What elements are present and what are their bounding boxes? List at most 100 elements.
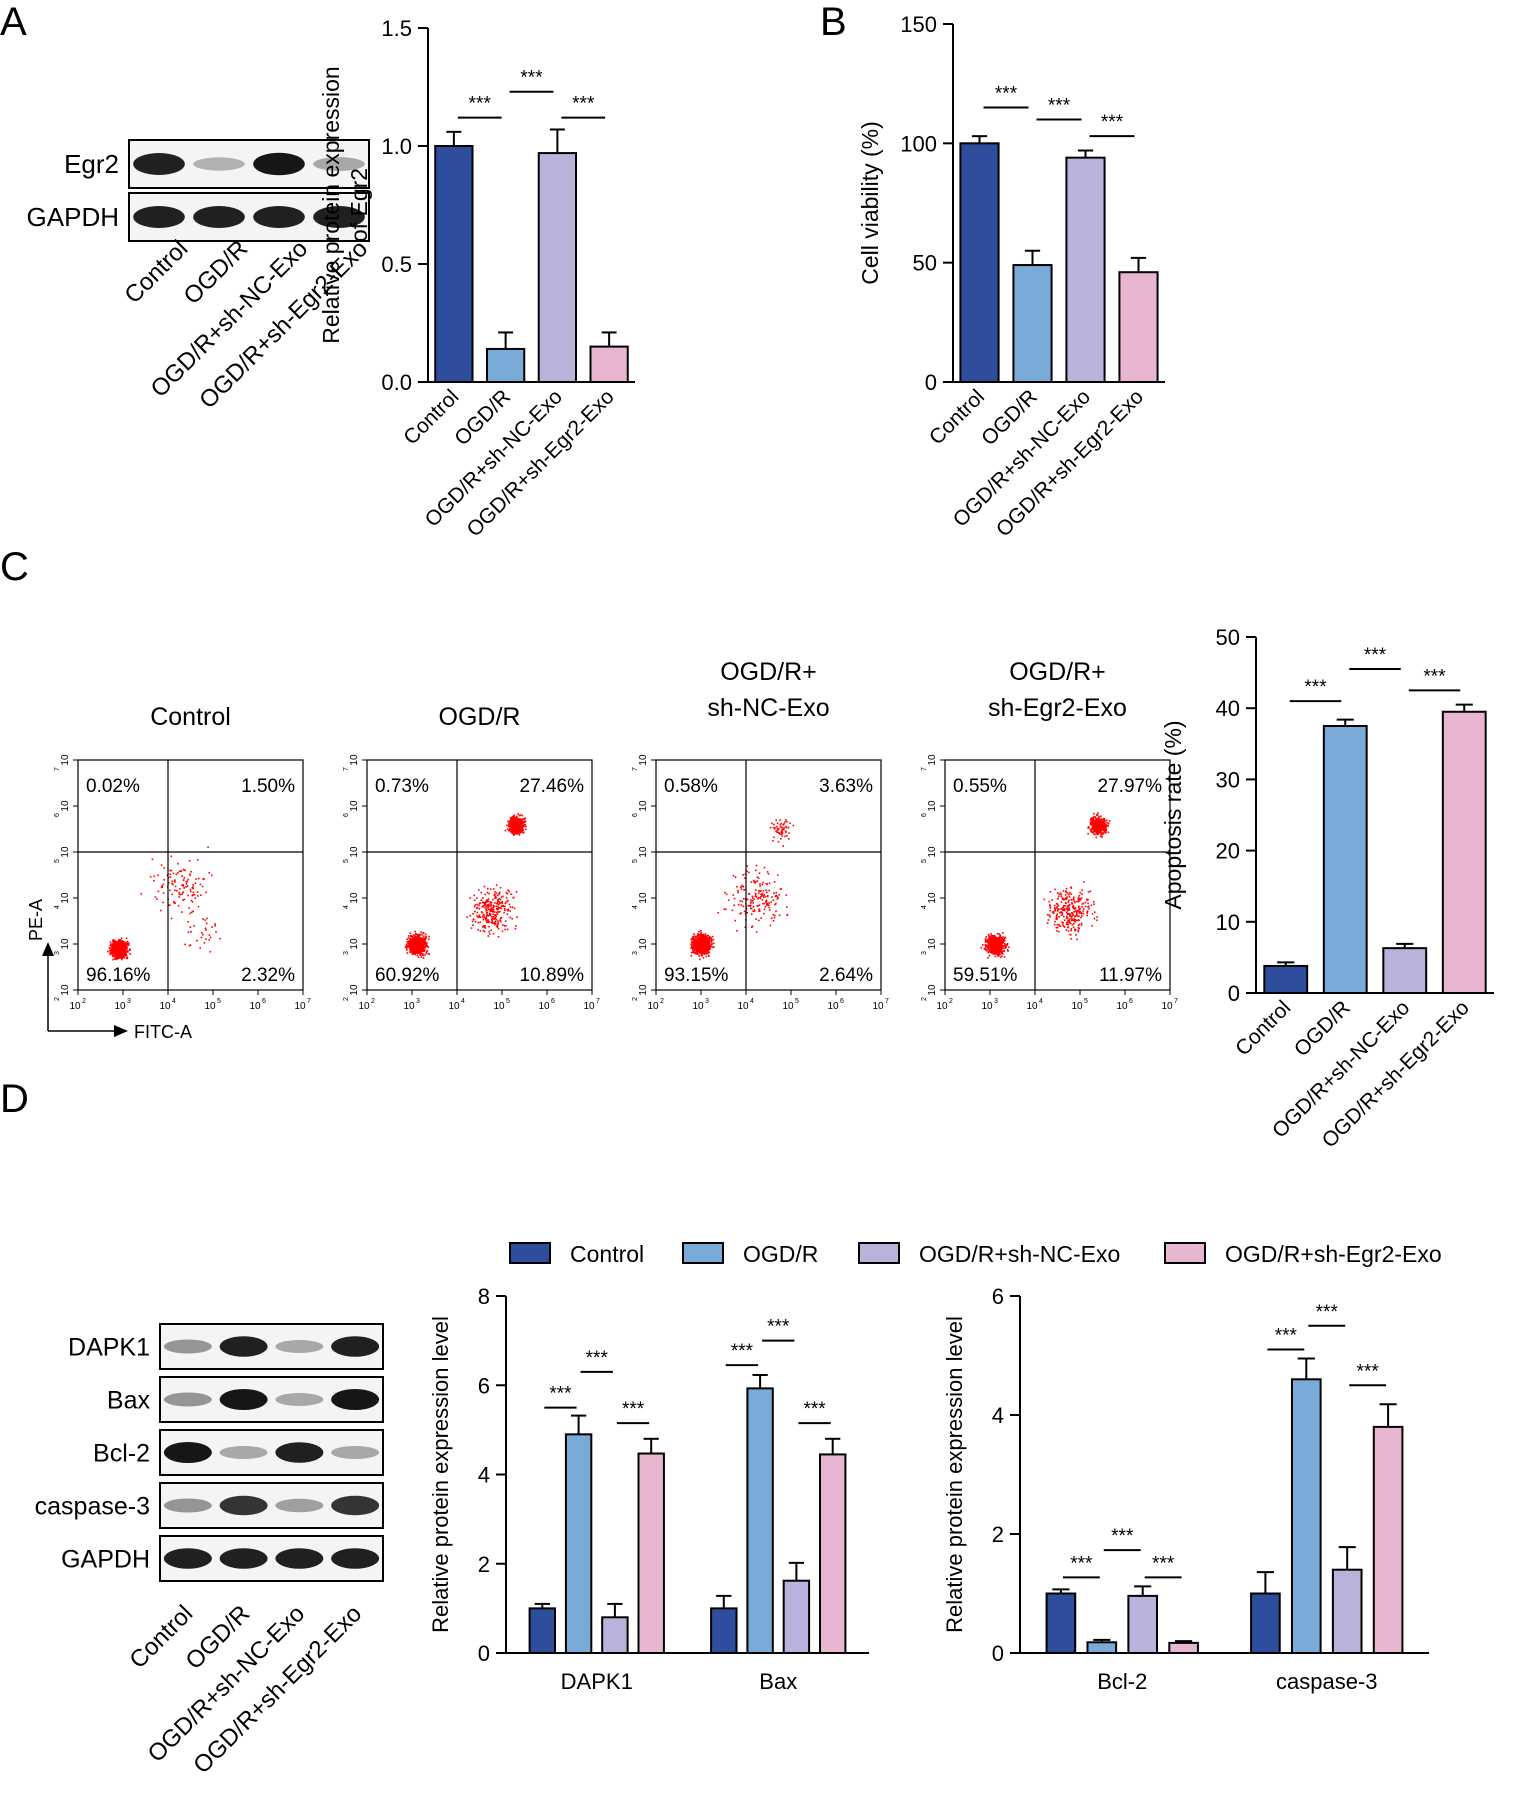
event-dot	[422, 937, 424, 940]
event-dot	[996, 954, 999, 957]
event-dot	[123, 943, 126, 945]
event-dot	[998, 945, 1001, 947]
quadrant-lower-left: 96.16%	[86, 965, 151, 986]
event-dot	[422, 940, 425, 942]
event-dot	[409, 932, 412, 934]
event-dot	[482, 897, 484, 899]
x-tick-base: 10	[448, 1001, 460, 1012]
event-dot	[984, 940, 987, 942]
event-dot	[159, 909, 162, 912]
x-tick-base: 10	[114, 1001, 126, 1012]
event-dot	[702, 940, 705, 943]
event-dot	[497, 906, 499, 908]
event-dot	[178, 870, 181, 873]
event-dot	[695, 952, 698, 955]
event-dot	[512, 897, 514, 899]
event-dot	[698, 933, 701, 936]
event-dot	[411, 947, 414, 950]
event-dot	[169, 904, 171, 907]
event-dot	[122, 955, 125, 958]
event-dot	[984, 941, 987, 943]
event-dot	[513, 828, 516, 830]
event-dot	[421, 943, 423, 945]
legend-swatch	[1164, 1242, 1206, 1264]
event-dot	[497, 927, 500, 930]
event-dot	[703, 946, 705, 948]
event-dot	[209, 936, 212, 939]
event-dot	[701, 948, 703, 951]
event-dot	[700, 936, 702, 938]
y-tick-base: 10	[60, 800, 71, 812]
event-dot	[418, 950, 421, 953]
event-dot	[501, 900, 504, 903]
y-tick-base: 10	[349, 846, 360, 858]
x-tick-exponent: 7	[307, 998, 311, 1005]
event-dot	[1006, 949, 1009, 951]
blot-band	[163, 1392, 212, 1407]
event-dot	[485, 915, 488, 918]
event-dot	[692, 950, 695, 952]
bar	[1045, 1592, 1077, 1654]
event-dot	[191, 911, 193, 914]
event-dot	[494, 923, 497, 925]
event-dot	[1098, 816, 1100, 818]
event-dot	[124, 947, 127, 950]
event-dot	[990, 933, 992, 935]
event-dot	[1006, 944, 1008, 946]
event-dot	[417, 956, 420, 959]
event-dot	[427, 946, 430, 948]
event-dot	[203, 942, 206, 944]
blot-row-label: Bcl-2	[93, 1439, 150, 1467]
event-dot	[999, 949, 1002, 951]
event-dot	[773, 823, 775, 826]
event-dot	[404, 946, 407, 948]
event-dot	[693, 945, 695, 947]
event-dot	[752, 900, 754, 902]
event-dot	[789, 822, 791, 824]
event-dot	[418, 937, 420, 939]
event-dot	[760, 917, 762, 919]
event-dot	[416, 954, 419, 957]
event-dot	[523, 818, 525, 820]
event-dot	[522, 832, 524, 834]
event-dot	[779, 819, 781, 821]
event-dot	[407, 937, 410, 939]
event-dot	[691, 947, 694, 950]
event-dot	[416, 940, 418, 943]
event-dot	[691, 946, 693, 948]
flow-plot-title: Control	[150, 703, 231, 731]
event-dot	[520, 829, 523, 831]
event-dot	[1096, 829, 1099, 832]
event-dot	[478, 914, 481, 917]
x-tick-label: Control	[1231, 996, 1295, 1060]
event-dot	[182, 899, 184, 901]
event-dot	[700, 938, 703, 940]
event-dot	[500, 920, 502, 923]
event-dot	[422, 935, 425, 937]
event-dot	[707, 934, 709, 937]
event-dot	[999, 942, 1002, 944]
event-dot	[755, 880, 757, 883]
event-dot	[486, 907, 488, 909]
event-dot	[705, 937, 708, 939]
event-dot	[980, 946, 982, 949]
event-dot	[414, 949, 417, 951]
event-dot	[766, 904, 768, 907]
event-dot	[195, 878, 197, 880]
event-dot	[776, 822, 779, 825]
y-tick-exponent: 6	[343, 813, 350, 817]
event-dot	[415, 938, 417, 941]
event-dot	[492, 904, 495, 907]
event-dot	[1095, 832, 1098, 834]
event-dot	[507, 908, 509, 911]
event-dot	[769, 826, 772, 829]
event-dot	[512, 822, 514, 825]
event-dot	[707, 940, 709, 942]
event-dot	[117, 957, 120, 959]
flow-plot-title: OGD/R	[439, 703, 521, 731]
event-dot	[113, 951, 116, 953]
event-dot	[777, 831, 779, 833]
event-dot	[120, 954, 122, 956]
event-dot	[167, 882, 170, 884]
